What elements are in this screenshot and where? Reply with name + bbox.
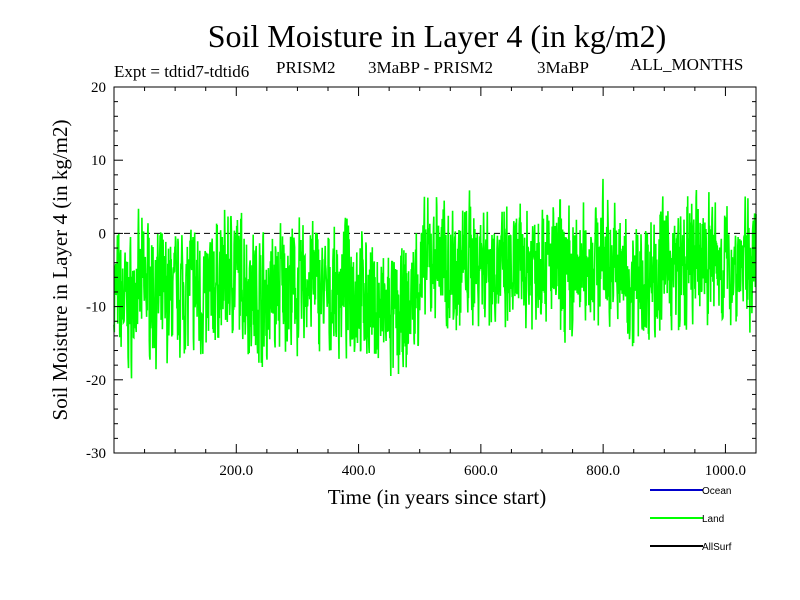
y-tick-label: -20 <box>86 373 106 389</box>
y-tick-label: 20 <box>91 80 106 96</box>
subtitle-run-a: PRISM2 <box>276 58 336 77</box>
subtitle-period: ALL_MONTHS <box>630 55 743 74</box>
x-tick-label: 600.0 <box>464 463 498 479</box>
subtitle-experiment: Expt = tdtid7-tdtid6 <box>114 62 249 81</box>
y-tick-label: 0 <box>99 226 107 242</box>
x-axis-label: Time (in years since start) <box>328 485 547 509</box>
legend: Ocean Land AllSurf <box>650 486 732 553</box>
x-tick-label: 800.0 <box>586 463 620 479</box>
legend-label-land: Land <box>702 514 724 525</box>
subtitle-comparison: 3MaBP - PRISM2 <box>368 58 493 77</box>
plot-frame <box>113 86 757 454</box>
x-tick-label: 200.0 <box>219 463 253 479</box>
y-tick-label: -30 <box>86 446 106 462</box>
y-tick-label: 10 <box>91 153 106 169</box>
x-tick-label: 400.0 <box>342 463 376 479</box>
subtitle-run-b: 3MaBP <box>537 58 589 77</box>
legend-label-allsurf: AllSurf <box>702 542 732 553</box>
series-line-land <box>113 178 757 379</box>
legend-label-ocean: Ocean <box>702 486 731 497</box>
y-tick-label: -10 <box>86 300 106 316</box>
x-tick-label: 1000.0 <box>705 463 746 479</box>
chart-title: Soil Moisture in Layer 4 (in kg/m2) <box>208 18 667 54</box>
y-axis-label: Soil Moisture in Layer 4 (in kg/m2) <box>48 120 72 421</box>
plot-area: -30 -20 -10 0 10 20 200.0 400.0 600.0 800.0 1000.0 <box>86 80 757 479</box>
